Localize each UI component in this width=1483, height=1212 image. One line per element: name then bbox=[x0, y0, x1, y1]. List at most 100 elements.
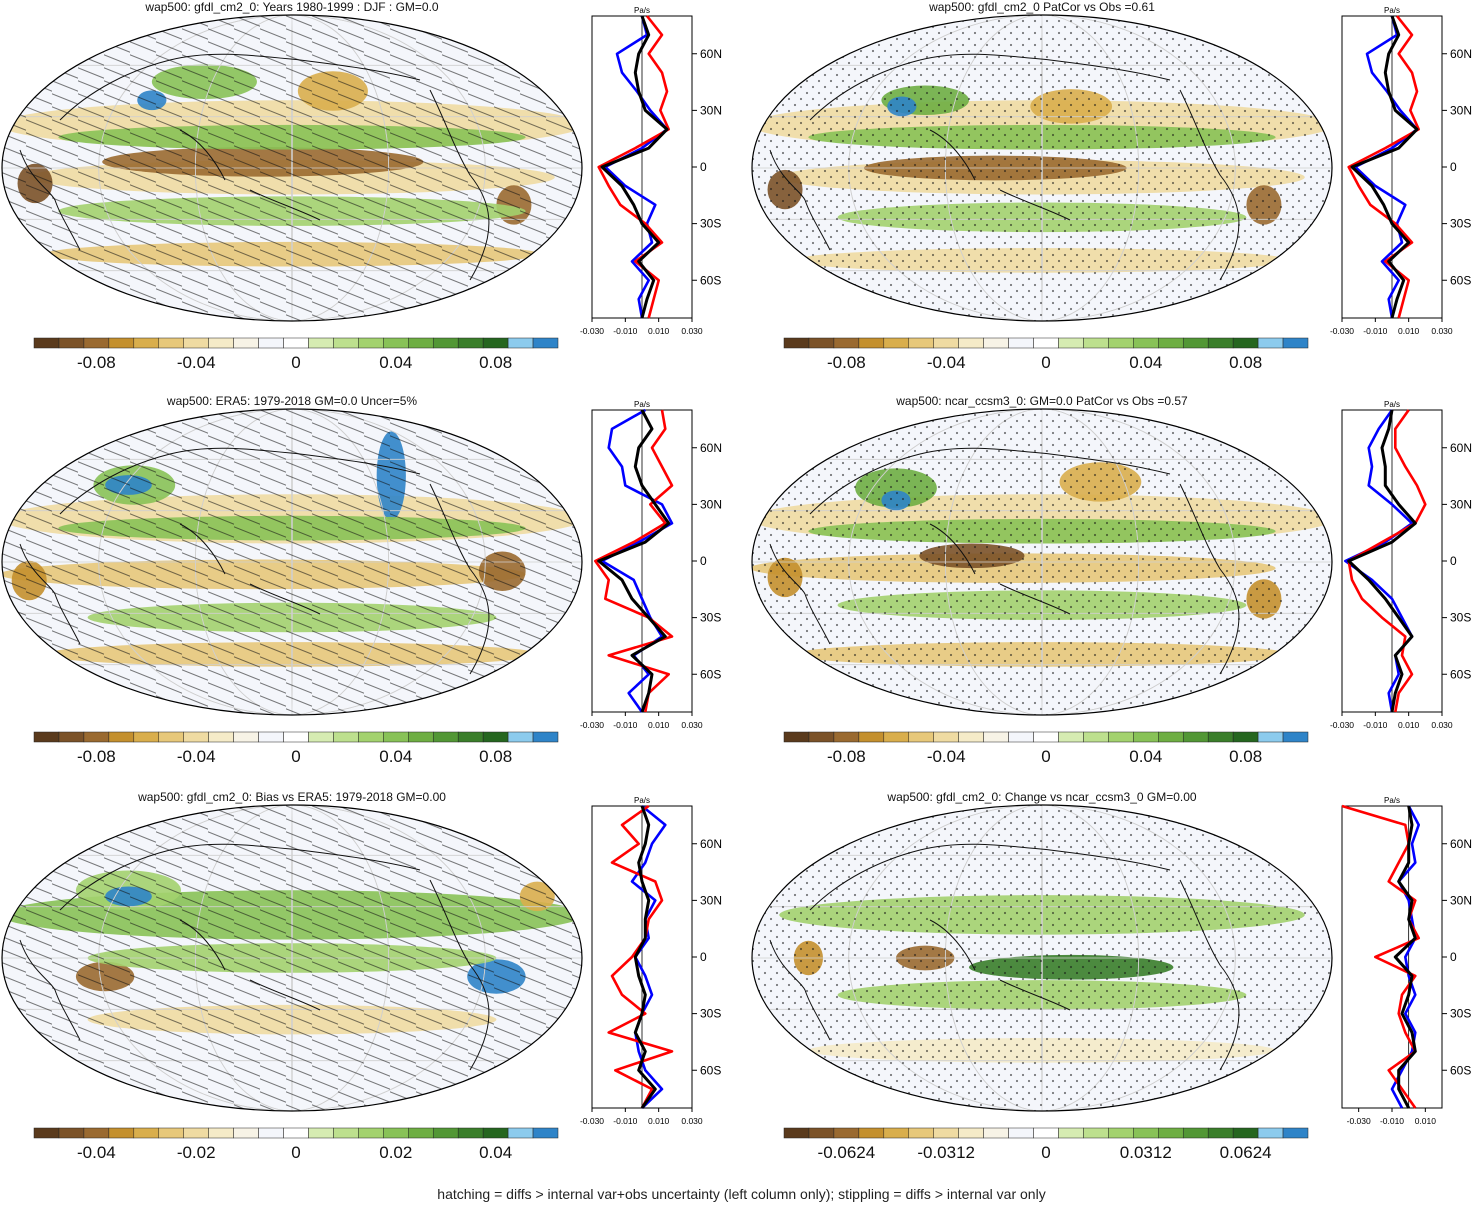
coastline bbox=[999, 189, 1071, 221]
colorbar-swatch bbox=[783, 1127, 810, 1139]
colorbar-swatch bbox=[1083, 337, 1109, 349]
coastline bbox=[809, 447, 1171, 515]
colorbar-swatch bbox=[383, 731, 409, 743]
colorbar-swatch bbox=[58, 337, 85, 349]
colorbar-label: -0.02 bbox=[177, 1143, 216, 1162]
lat-label: 60N bbox=[1450, 441, 1472, 455]
colorbar-swatch bbox=[858, 337, 885, 349]
colorbar-swatch bbox=[233, 1127, 259, 1139]
coastline bbox=[249, 583, 321, 615]
colorbar-swatch bbox=[482, 731, 509, 743]
colorbar-label: 0.0624 bbox=[1220, 1143, 1272, 1162]
lat-label: 0 bbox=[1450, 160, 1457, 174]
colorbar: -0.04 -0.02 0 0.02 0.04 bbox=[33, 1127, 559, 1162]
colorbar: -0.08 -0.04 0 0.04 0.08 bbox=[783, 337, 1309, 372]
coastline bbox=[179, 919, 226, 971]
x-tick-label: 0.010 bbox=[1415, 1116, 1437, 1126]
lat-label: 60S bbox=[1450, 1063, 1471, 1077]
profile-line-black bbox=[633, 805, 657, 1109]
colorbar-swatch bbox=[808, 337, 835, 349]
lat-label: 0 bbox=[1450, 554, 1457, 568]
colorbar-label: 0.08 bbox=[1229, 353, 1262, 372]
colorbar-swatch bbox=[1207, 731, 1234, 743]
map-field bbox=[2, 805, 582, 1111]
colorbar-swatch bbox=[432, 1127, 459, 1139]
lat-label: 0 bbox=[700, 950, 707, 964]
colorbar-label: 0.02 bbox=[379, 1143, 412, 1162]
colorbar-swatch bbox=[1282, 731, 1309, 743]
profile-unit: Pa/s bbox=[634, 6, 650, 15]
colorbar-swatch bbox=[482, 337, 509, 349]
colorbar-label: 0 bbox=[1041, 747, 1050, 766]
coastline bbox=[429, 879, 490, 1071]
colorbar-swatch bbox=[983, 1127, 1009, 1139]
colorbar-swatch bbox=[1108, 337, 1134, 349]
x-tick-label: -0.010 bbox=[613, 326, 637, 336]
colorbar-swatch bbox=[457, 1127, 484, 1139]
stippling-overlay bbox=[752, 409, 1332, 715]
map-field bbox=[2, 15, 582, 321]
profile-line-red bbox=[593, 409, 674, 713]
colorbar-swatch bbox=[1033, 731, 1059, 743]
colorbar-label: 0 bbox=[1041, 353, 1050, 372]
colorbar-swatch bbox=[1033, 1127, 1059, 1139]
stippling-overlay bbox=[752, 805, 1332, 1111]
colorbar-swatch bbox=[1207, 337, 1234, 349]
colorbar-swatch bbox=[1257, 1127, 1284, 1139]
profile-unit: Pa/s bbox=[1384, 796, 1400, 805]
x-tick-label: 0.030 bbox=[681, 326, 703, 336]
lat-label: 60N bbox=[700, 441, 722, 455]
colorbar-swatch bbox=[833, 1127, 860, 1139]
colorbar-swatch bbox=[108, 337, 135, 349]
colorbar-label: 0.04 bbox=[1129, 353, 1162, 372]
coastline bbox=[999, 583, 1071, 615]
colorbar-swatch bbox=[1158, 731, 1184, 743]
colorbar-swatch bbox=[133, 1127, 160, 1139]
colorbar-swatch bbox=[482, 1127, 509, 1139]
map-title: wap500: gfdl_cm2_0: Years 1980-1999 : DJ… bbox=[144, 0, 439, 14]
coastline bbox=[179, 523, 226, 575]
x-tick-label: 0.030 bbox=[681, 720, 703, 730]
zonal-profile: Pa/s 60N 30N 0 30S 60S -0.030 -0.010 0.010 bbox=[1341, 796, 1472, 1126]
colorbar-label: 0.04 bbox=[379, 747, 412, 766]
colorbar-swatch bbox=[833, 731, 860, 743]
profile-line-black bbox=[1347, 409, 1417, 713]
colorbar-swatch bbox=[308, 1127, 334, 1139]
colorbar-swatch bbox=[1108, 731, 1134, 743]
colorbar-swatch bbox=[1158, 1127, 1184, 1139]
colorbar-label: 0.04 bbox=[379, 353, 412, 372]
zonal-profile: Pa/s 60N 30N 0 30S 60S -0.030 -0.010 0.010 0.030 bbox=[580, 6, 722, 336]
colorbar-swatch bbox=[258, 337, 284, 349]
panel-6: wap500: gfdl_cm2_0: Change vs ncar_ccsm3… bbox=[751, 790, 1472, 1162]
colorbar-swatch bbox=[1058, 337, 1084, 349]
colorbar-label: 0.04 bbox=[1129, 747, 1162, 766]
colorbar-label: 0 bbox=[291, 353, 300, 372]
coastline bbox=[809, 843, 1171, 911]
coastline bbox=[769, 543, 831, 645]
colorbar-swatch bbox=[358, 731, 384, 743]
colorbar-swatch bbox=[1083, 1127, 1109, 1139]
coastline bbox=[1179, 879, 1240, 1071]
coastline bbox=[19, 543, 81, 645]
colorbar-label: -0.04 bbox=[177, 747, 216, 766]
x-tick-label: 0.010 bbox=[648, 720, 670, 730]
x-tick-label: 0.010 bbox=[1398, 326, 1420, 336]
hatching-overlay bbox=[2, 15, 582, 321]
x-tick-label: -0.030 bbox=[580, 1116, 604, 1126]
colorbar-label: -0.04 bbox=[927, 747, 966, 766]
colorbar-swatch bbox=[83, 731, 110, 743]
colorbar-swatch bbox=[1008, 1127, 1034, 1139]
panel-4: wap500: ncar_ccsm3_0: GM=0.0 PatCor vs O… bbox=[751, 394, 1472, 766]
colorbar-label: -0.0624 bbox=[818, 1143, 876, 1162]
profile-line-black bbox=[1350, 15, 1419, 319]
lat-label: 30S bbox=[1450, 217, 1471, 231]
colorbar-swatch bbox=[108, 1127, 135, 1139]
lat-label: 30S bbox=[700, 217, 721, 231]
x-tick-label: 0.030 bbox=[681, 1116, 703, 1126]
colorbar-label: 0.08 bbox=[479, 353, 512, 372]
colorbar-label: -0.08 bbox=[77, 747, 116, 766]
lat-label: 30N bbox=[1450, 893, 1472, 907]
colorbar-swatch bbox=[133, 337, 160, 349]
lat-label: 60S bbox=[1450, 667, 1471, 681]
colorbar-swatch bbox=[808, 1127, 835, 1139]
